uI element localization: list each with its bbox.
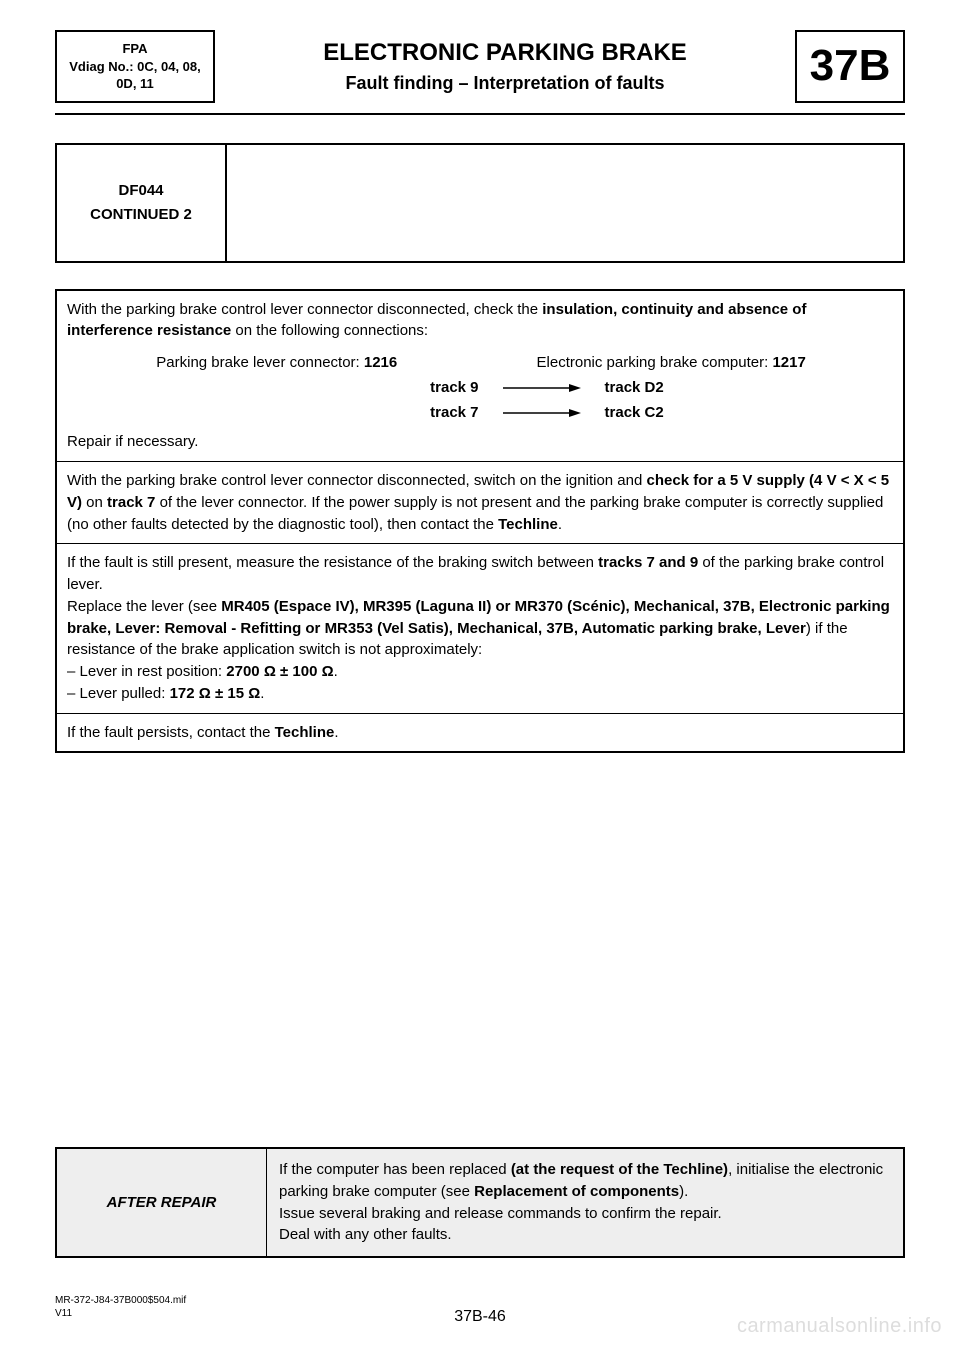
text: on [82,494,107,511]
text: If the fault persists, contact the [67,724,275,741]
after-repair-text: If the computer has been replaced (at th… [267,1149,903,1256]
text-bold: ± 15 [211,685,248,702]
footer-filename: MR-372-J84-37B000$504.mif [55,1294,186,1307]
text: . [260,685,264,702]
header-left-box: FPA Vdiag No.: 0C, 04, 08, 0D, 11 [55,30,215,103]
ohm-symbol: Ω [322,663,334,680]
cell3-line2: Replace the lever (see MR405 (Espace IV)… [67,596,893,661]
track-source: track 7 [67,402,497,424]
text: Parking brake lever connector: [156,354,364,371]
cell1-repair: Repair if necessary. [67,431,893,453]
main-table: With the parking brake control lever con… [55,289,905,754]
track-dest: track C2 [587,402,893,424]
header-left-line2: Vdiag No.: 0C, 04, 08, [63,58,207,76]
fault-code-right [227,145,903,261]
after-line2: Issue several braking and release comman… [279,1203,891,1225]
text: If the computer has been replaced [279,1161,511,1178]
text-bold: ± 100 [276,663,322,680]
page-header: FPA Vdiag No.: 0C, 04, 08, 0D, 11 ELECTR… [55,30,905,103]
header-subtitle: Fault finding – Interpretation of faults [229,73,781,94]
list-item: Lever pulled: 172 Ω ± 15 Ω. [67,683,893,705]
page: FPA Vdiag No.: 0C, 04, 08, 0D, 11 ELECTR… [0,0,960,1358]
text-bold: 1217 [772,354,805,371]
after-repair-label: AFTER REPAIR [57,1149,267,1256]
header-title: ELECTRONIC PARKING BRAKE [229,39,781,67]
header-left-line1: FPA [63,40,207,58]
track-row: track 7 track C2 [67,402,893,424]
arrow-icon [497,383,587,393]
after-line3: Deal with any other faults. [279,1224,891,1246]
fault-continued: CONTINUED 2 [90,203,192,227]
cell2-text: With the parking brake control lever con… [67,470,893,535]
text: on the following connections: [231,322,428,339]
text: . [558,516,562,533]
text-bold: (at the request of the Techline) [511,1161,728,1178]
text: Electronic parking brake computer: [537,354,773,371]
text: Lever pulled: [80,685,170,702]
after-line1: If the computer has been replaced (at th… [279,1159,891,1203]
text: . [334,663,338,680]
cell-connections: With the parking brake control lever con… [57,291,903,462]
text-bold: Replacement of components [474,1183,679,1200]
text: With the parking brake control lever con… [67,301,542,318]
text: Replace the lever (see [67,598,221,615]
text-bold: Techline [498,516,558,533]
text: Lever in rest position: [80,663,227,680]
connector-right-header: Electronic parking brake computer: 1217 [497,352,893,374]
cell-resistance: If the fault is still present, measure t… [57,543,903,712]
text-bold: track 7 [107,494,155,511]
ohm-symbol: Ω [199,685,211,702]
track-source: track 9 [67,377,497,399]
text-bold: 1216 [364,354,397,371]
list-item: Lever in rest position: 2700 Ω ± 100 Ω. [67,661,893,683]
fault-code-box: DF044 CONTINUED 2 [55,143,905,263]
cell-supply: With the parking brake control lever con… [57,461,903,543]
ohm-symbol: Ω [248,685,260,702]
after-repair-box: AFTER REPAIR If the computer has been re… [55,1147,905,1258]
text: If the fault is still present, measure t… [67,554,598,571]
text-bold: tracks 7 and 9 [598,554,698,571]
header-code: 37B [810,41,891,91]
text: ). [679,1183,688,1200]
cell3-line1: If the fault is still present, measure t… [67,552,893,596]
resistance-list: Lever in rest position: 2700 Ω ± 100 Ω. … [67,661,893,705]
track-row: track 9 track D2 [67,377,893,399]
fault-code: DF044 [118,179,163,203]
header-code-box: 37B [795,30,905,103]
cell4-text: If the fault persists, contact the Techl… [67,722,893,744]
header-left-line3: 0D, 11 [63,75,207,93]
header-rule [55,113,905,115]
text-bold: 2700 [226,663,264,680]
after-repair-wrap: AFTER REPAIR If the computer has been re… [55,1147,905,1258]
watermark: carmanualsonline.info [737,1315,942,1338]
text-bold: Techline [275,724,335,741]
track-dest: track D2 [587,377,893,399]
arrow-icon [497,408,587,418]
text-bold: 172 [170,685,199,702]
ohm-symbol: Ω [264,663,276,680]
fault-code-left: DF044 CONTINUED 2 [57,145,227,261]
cell-persist: If the fault persists, contact the Techl… [57,713,903,752]
header-center: ELECTRONIC PARKING BRAKE Fault finding –… [229,30,781,103]
connector-headers: Parking brake lever connector: 1216 Elec… [67,352,893,374]
cell1-intro: With the parking brake control lever con… [67,299,893,343]
text: With the parking brake control lever con… [67,472,647,489]
text: . [334,724,338,741]
text: of the lever connector. If the power sup… [67,494,883,533]
connector-left-header: Parking brake lever connector: 1216 [67,352,497,374]
